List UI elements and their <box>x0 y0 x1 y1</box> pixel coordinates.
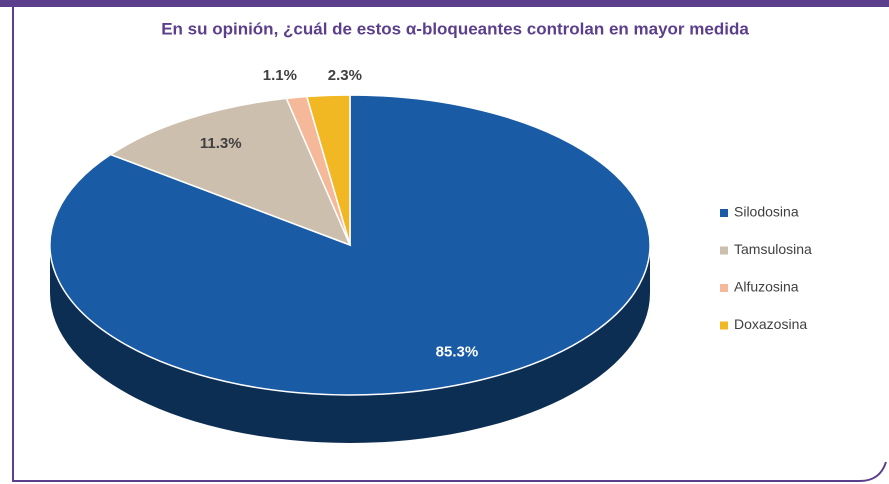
legend-label: Silodosina <box>734 204 799 220</box>
data-label: 1.1% <box>263 67 297 84</box>
legend-label: Doxazosina <box>734 316 807 332</box>
legend-swatch <box>720 246 728 255</box>
data-label: 85.3% <box>436 343 479 360</box>
frame <box>12 7 887 482</box>
legend-swatch <box>720 284 728 292</box>
data-label: 2.3% <box>328 67 362 84</box>
pie: 2.3% 1.1% 11.3% 85.3% <box>49 67 651 443</box>
legend-label: Tamsulosina <box>734 241 812 257</box>
legend: Silodosina Tamsulosina Alfuzosina Doxazosin… <box>720 204 812 332</box>
slice <box>109 97 352 247</box>
frame-top <box>0 0 889 7</box>
legend-swatch <box>720 321 728 330</box>
legend-label: Alfuzosina <box>734 279 799 295</box>
slice-side <box>50 245 650 443</box>
slice <box>305 94 351 246</box>
chart-title: En su opinión, ¿cuál de estos α-bloquean… <box>161 19 749 38</box>
legend-swatch <box>720 209 728 217</box>
data-label: 11.3% <box>200 135 242 152</box>
